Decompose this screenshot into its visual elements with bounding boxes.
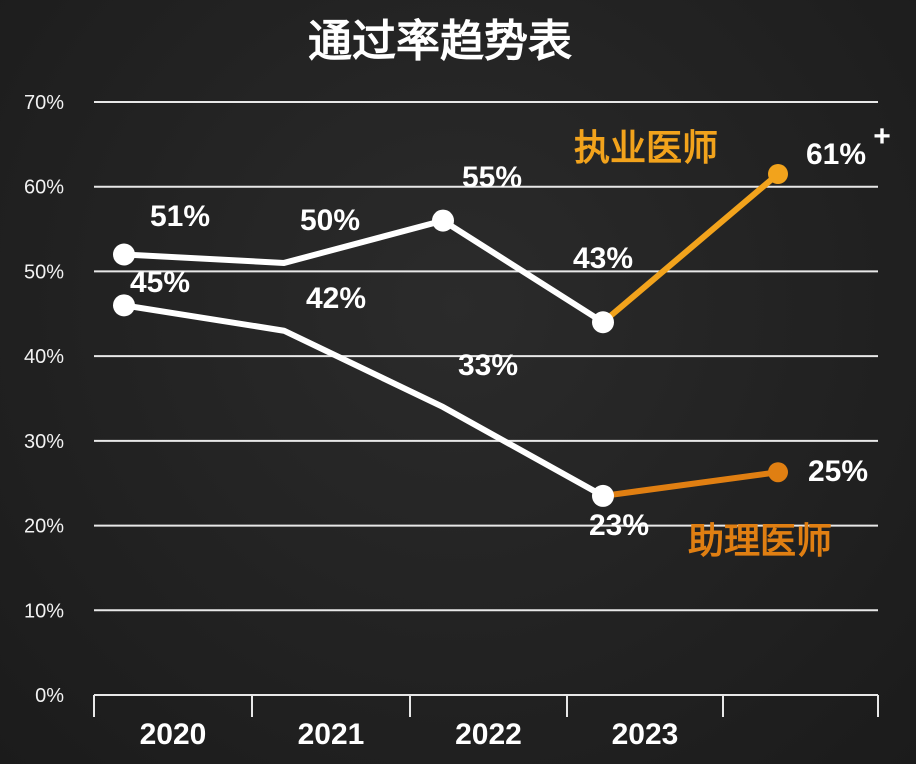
data-label: 42% bbox=[306, 282, 366, 315]
y-tick-label: 60% bbox=[24, 177, 64, 199]
data-label: 51% bbox=[150, 200, 210, 233]
data-point bbox=[592, 484, 614, 507]
y-tick-label: 0% bbox=[35, 685, 64, 707]
data-label-suffix: + bbox=[873, 120, 891, 153]
x-tick-label-2020: 2020 bbox=[140, 718, 207, 751]
data-label: 23% bbox=[589, 509, 649, 542]
data-point bbox=[432, 209, 454, 232]
data-label: 50% bbox=[300, 204, 360, 237]
y-tick-label: 50% bbox=[24, 261, 64, 283]
data-point bbox=[592, 311, 614, 334]
series-line-2 bbox=[121, 302, 606, 499]
y-axis-ticks: 0% 10% 20% 30% 40% 50% 60% 70% bbox=[24, 92, 64, 707]
y-tick-label: 10% bbox=[24, 600, 64, 622]
series-points bbox=[113, 164, 788, 507]
y-tick-label: 70% bbox=[24, 92, 64, 114]
chart-title: 通过率趋势表 bbox=[308, 16, 572, 67]
series-line-1 bbox=[121, 217, 606, 326]
series-name-label: 执业医师 bbox=[574, 128, 718, 169]
y-tick-label: 40% bbox=[24, 346, 64, 368]
data-label: 61% bbox=[806, 138, 866, 171]
x-tick-label-2022: 2022 bbox=[455, 718, 522, 751]
data-point bbox=[768, 164, 788, 185]
data-point bbox=[113, 294, 135, 317]
grid-lines bbox=[94, 101, 878, 612]
data-label: 55% bbox=[462, 161, 522, 194]
x-axis: 2020 2021 2022 2023 bbox=[93, 694, 879, 751]
series-line-highlight-2 bbox=[600, 469, 781, 499]
series-name-label: 助理医师 bbox=[688, 521, 832, 562]
y-tick-label: 30% bbox=[24, 431, 64, 453]
data-label: 43% bbox=[573, 242, 633, 275]
x-tick-label-2021: 2021 bbox=[298, 718, 365, 751]
data-label: 33% bbox=[458, 349, 518, 382]
data-label: 45% bbox=[130, 266, 190, 299]
data-label: 25% bbox=[808, 455, 868, 488]
data-point bbox=[768, 462, 788, 483]
x-tick-label-2023: 2023 bbox=[612, 718, 679, 751]
data-point bbox=[113, 243, 135, 266]
data-labels: 51% 50% 55% 43% 61%+ 执业医师 45% 42% 33% 23% 25% 助理医师 bbox=[130, 120, 891, 562]
y-tick-label: 20% bbox=[24, 516, 64, 538]
series-line-highlight-1 bbox=[600, 171, 781, 326]
series-lines bbox=[121, 171, 781, 499]
